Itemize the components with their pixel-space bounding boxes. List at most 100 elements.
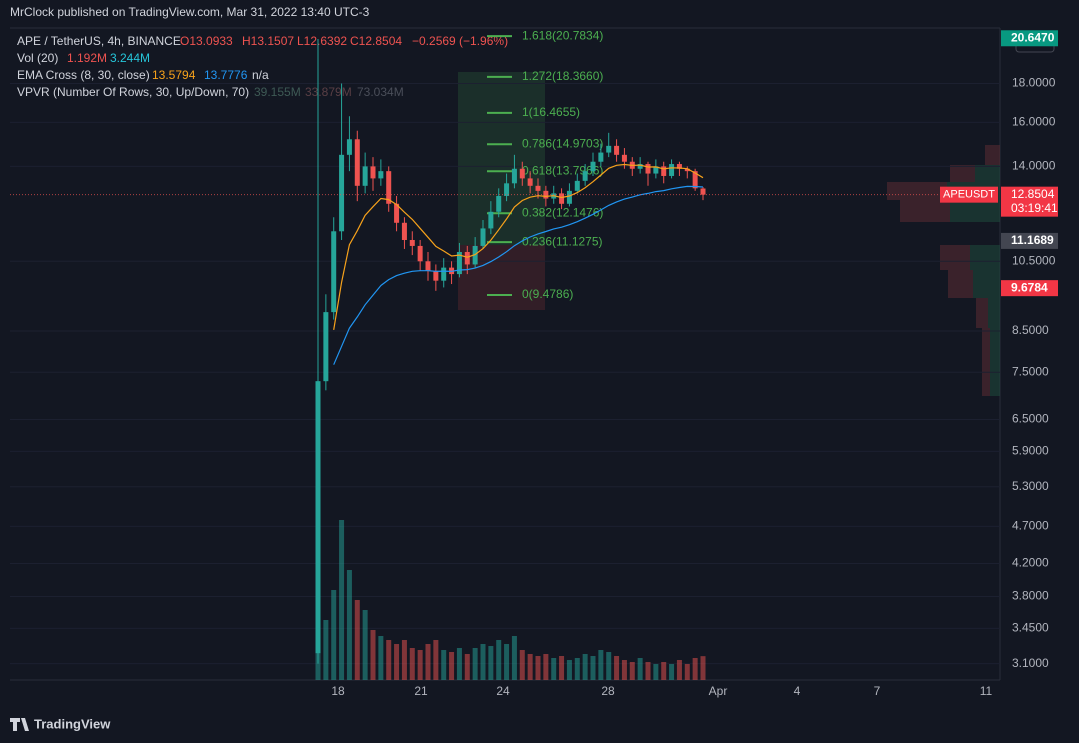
x-tick-label: 7 [874, 684, 881, 698]
legend-vpvr: VPVR (Number Of Rows, 30, Up/Down, 70) [17, 85, 249, 99]
volume-bar [386, 640, 392, 680]
volume-bar [464, 654, 470, 680]
price-label: 9.6784 [1011, 280, 1048, 294]
candle-body [331, 231, 337, 313]
ema-line [333, 185, 704, 365]
price-tag [1001, 186, 1058, 217]
legend-vol: Vol (20) [17, 51, 58, 65]
price-tag [1001, 232, 1058, 249]
volume-bar [590, 656, 596, 680]
candle-body [559, 193, 565, 204]
candle-body [700, 188, 706, 195]
price-label: 12.8504 [1011, 187, 1055, 201]
volume-bar [425, 644, 431, 680]
volume-bar [700, 656, 706, 680]
candle-body [637, 164, 643, 169]
legend-ema: EMA Cross (8, 30, close) [17, 68, 150, 82]
x-tick-label: 4 [794, 684, 801, 698]
volume-bar [433, 640, 439, 680]
candle-body [425, 261, 431, 271]
volume-bar [566, 660, 572, 680]
legend-vpvr-down: 33.879M [305, 85, 352, 99]
legend-vol-value: 1.192M [67, 51, 107, 65]
vpvr-bar [985, 145, 1000, 165]
volume-bar [378, 636, 384, 680]
volume-bar [472, 648, 478, 680]
vpvr-bar [900, 200, 950, 222]
candle-body [401, 222, 407, 240]
candle-body [676, 164, 682, 169]
volume-bar [637, 658, 643, 680]
candle-body [535, 185, 541, 191]
candle-body [433, 270, 439, 281]
volume-bar [574, 658, 580, 680]
brand-logo [10, 718, 29, 731]
candle-body [692, 171, 698, 189]
volume-bar [331, 590, 337, 680]
candle-body [614, 145, 620, 155]
volume-bar [653, 664, 659, 680]
legend-low: L12.6392 [297, 34, 347, 48]
volume-bar [401, 640, 407, 680]
symbol-label: APEUSDT [943, 189, 995, 201]
candle-body [339, 154, 345, 232]
volume-bar [629, 662, 635, 680]
candle-body [417, 245, 423, 262]
symbol-tag [940, 186, 998, 203]
x-tick-label: Apr [709, 684, 728, 698]
y-tick-label: 4.2000 [1012, 556, 1049, 570]
candle-body [323, 312, 329, 382]
legend-open: O13.0933 [180, 34, 233, 48]
fib-label: 1.618(20.7834) [522, 28, 603, 42]
legend-ema-fast: 13.5794 [152, 68, 196, 82]
vpvr-bar [948, 270, 973, 298]
volume-bar [645, 662, 651, 680]
candle-body [574, 180, 580, 191]
y-tick-label: 7.5000 [1012, 364, 1049, 378]
volume-bar [606, 652, 612, 680]
y-tick-label: 5.3000 [1012, 479, 1049, 493]
legend-change: −0.2569 (−1.96%) [412, 34, 508, 48]
vpvr-bar [990, 328, 1000, 396]
volume-bar [614, 656, 620, 680]
x-tick-label: 21 [414, 684, 428, 698]
fib-label: 0.786(14.9703) [522, 136, 603, 150]
candle-body [346, 139, 352, 155]
candle-body [684, 168, 690, 172]
volume-bar [354, 600, 360, 680]
vpvr-bar [973, 270, 1000, 298]
price-tag [1001, 30, 1058, 47]
countdown: 03:19:41 [1011, 201, 1058, 215]
candle-body [315, 381, 321, 654]
candle-body [370, 166, 376, 179]
price-label: 11.1689 [1011, 233, 1054, 247]
vpvr-bar [950, 165, 975, 182]
candle-body [527, 178, 533, 186]
footer-brand: TradingView [34, 716, 111, 731]
candle-body [511, 168, 517, 184]
volume-bar [339, 520, 345, 680]
vpvr-bar [975, 165, 1000, 182]
price-tag [1001, 280, 1058, 297]
fib-label: 0.236(11.1275) [522, 234, 603, 248]
volume-bar [394, 644, 400, 680]
candle-body [378, 171, 384, 179]
volume-bar [582, 654, 588, 680]
volume-bar [543, 654, 549, 680]
candle-body [504, 183, 510, 196]
volume-bar [449, 652, 455, 680]
volume-bar [441, 650, 447, 680]
y-tick-label: 8.5000 [1012, 323, 1049, 337]
candle-body [354, 139, 360, 186]
volume-bar [488, 646, 494, 680]
candle-body [496, 195, 502, 212]
volume-bar [409, 648, 415, 680]
volume-bar [362, 610, 368, 680]
volume-bar [527, 654, 533, 680]
vpvr-bar [982, 328, 990, 396]
vpvr-bar [976, 298, 988, 328]
candle-body [645, 164, 651, 174]
candle-body [519, 168, 525, 179]
candle-body [582, 171, 588, 181]
